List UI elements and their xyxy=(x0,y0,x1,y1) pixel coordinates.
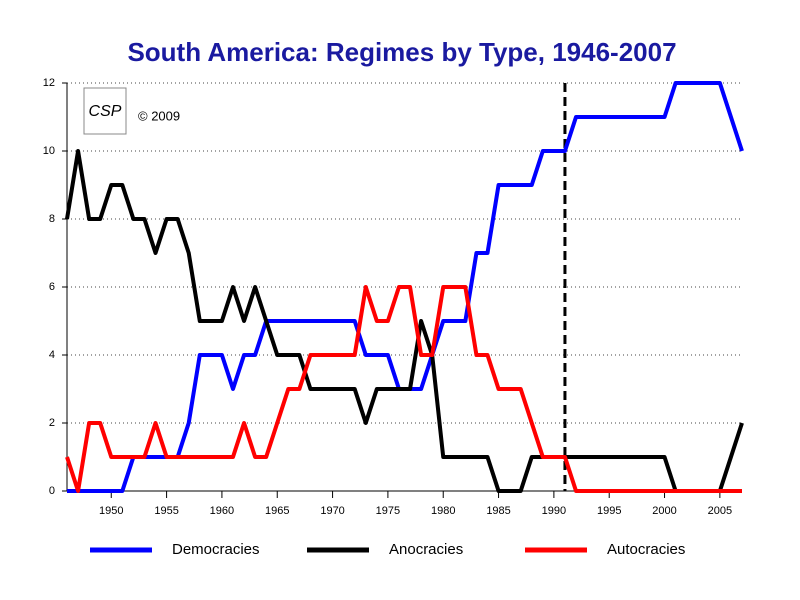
legend-label: Anocracies xyxy=(389,541,463,558)
x-tick-label: 1970 xyxy=(320,505,344,517)
y-tick-label: 10 xyxy=(43,145,55,157)
x-tick-label: 2000 xyxy=(652,505,676,517)
y-tick-label: 2 xyxy=(49,417,55,429)
y-tick-label: 12 xyxy=(43,77,55,89)
x-tick-label: 2005 xyxy=(708,505,732,517)
series-line xyxy=(65,149,744,493)
logo: CSP xyxy=(89,103,122,120)
y-tick-label: 4 xyxy=(49,349,55,361)
x-tick-label: 1975 xyxy=(376,505,400,517)
logo-box xyxy=(83,87,127,135)
legend-label: Democracies xyxy=(172,541,260,558)
y-tick-label: 0 xyxy=(49,485,55,497)
x-tick-label: 1980 xyxy=(431,505,455,517)
x-tick-label: 1990 xyxy=(542,505,566,517)
copyright: © 2009 xyxy=(138,108,180,123)
chart-title: South America: Regimes by Type, 1946-200… xyxy=(127,37,676,67)
y-tick-label: 6 xyxy=(49,281,55,293)
x-tick-label: 1965 xyxy=(265,505,289,517)
series-line xyxy=(65,285,742,493)
y-tick-label: 8 xyxy=(49,213,55,225)
x-tick-label: 1950 xyxy=(99,505,123,517)
x-tick-label: 1955 xyxy=(154,505,178,517)
legend-label: Autocracies xyxy=(607,541,685,558)
x-tick-label: 1960 xyxy=(210,505,234,517)
x-tick-label: 1995 xyxy=(597,505,621,517)
x-tick-label: 1985 xyxy=(486,505,510,517)
